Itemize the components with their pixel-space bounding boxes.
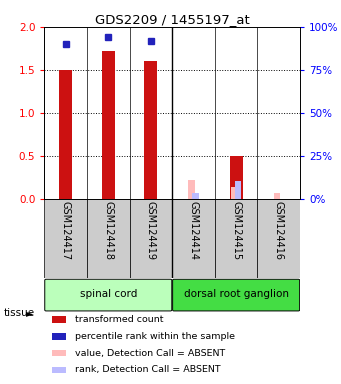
Text: value, Detection Call = ABSENT: value, Detection Call = ABSENT: [75, 349, 225, 358]
Bar: [87, 199, 130, 278]
Text: dorsal root ganglion: dorsal root ganglion: [184, 290, 288, 300]
Text: percentile rank within the sample: percentile rank within the sample: [75, 332, 235, 341]
Bar: [235, 181, 241, 199]
Text: ►: ►: [26, 308, 33, 318]
Bar: [273, 192, 280, 199]
Text: transformed count: transformed count: [75, 315, 164, 324]
Text: rank, Detection Call = ABSENT: rank, Detection Call = ABSENT: [75, 366, 221, 374]
Bar: [192, 192, 198, 199]
Bar: [44, 199, 87, 278]
Text: GSM124419: GSM124419: [146, 201, 156, 260]
Bar: [145, 61, 157, 199]
Bar: [102, 51, 115, 199]
Bar: [52, 316, 66, 323]
FancyBboxPatch shape: [45, 279, 172, 311]
Title: GDS2209 / 1455197_at: GDS2209 / 1455197_at: [95, 13, 250, 26]
Text: GSM124417: GSM124417: [61, 201, 71, 260]
FancyBboxPatch shape: [173, 279, 300, 311]
Bar: [52, 350, 66, 356]
Text: tissue: tissue: [3, 308, 34, 318]
Bar: [230, 156, 242, 199]
Text: GSM124415: GSM124415: [231, 201, 241, 260]
Bar: [188, 180, 195, 199]
Text: GSM124418: GSM124418: [103, 201, 113, 260]
Bar: [231, 187, 237, 199]
Text: spinal cord: spinal cord: [79, 290, 137, 300]
Bar: [59, 70, 72, 199]
Text: GSM124416: GSM124416: [274, 201, 284, 260]
Bar: [52, 333, 66, 339]
Bar: [215, 199, 257, 278]
Bar: [130, 199, 172, 278]
Bar: [257, 199, 300, 278]
Bar: [52, 367, 66, 373]
Bar: [172, 199, 215, 278]
Text: GSM124414: GSM124414: [189, 201, 198, 260]
